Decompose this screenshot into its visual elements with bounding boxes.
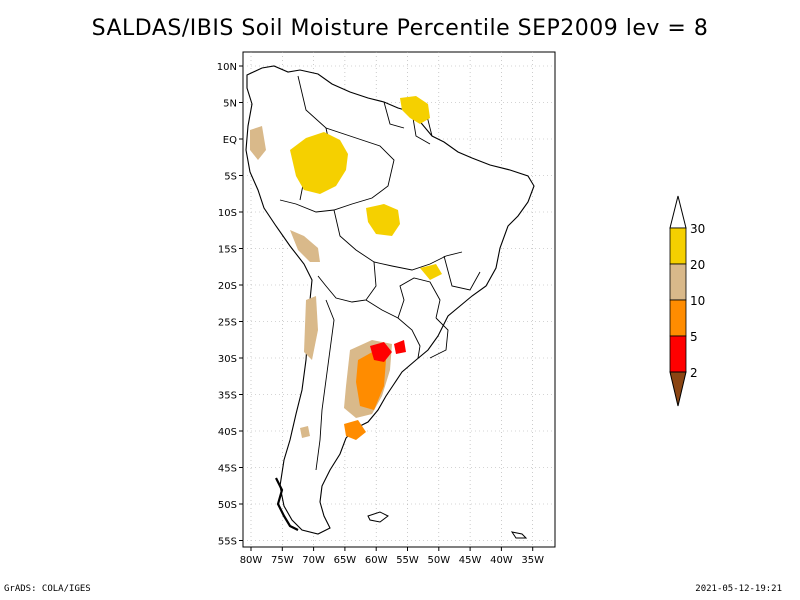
colorbar-20-30 [669, 227, 687, 265]
percentile-patches [250, 96, 442, 440]
patch-patagonia-north [344, 420, 366, 440]
patch-chile-south [300, 426, 310, 438]
colorbar-label-2: 2 [690, 366, 698, 380]
border-line-5 [397, 277, 441, 319]
lat-label: 50S [218, 500, 237, 511]
lat-label: 20S [218, 281, 237, 292]
patch-amazon-west [290, 132, 348, 194]
lat-label: 10S [218, 208, 237, 219]
lat-label: 35S [218, 391, 237, 402]
lat-label: 55S [218, 537, 237, 548]
lat-label: 10N [217, 62, 237, 73]
colorbar-label-20: 20 [690, 258, 705, 272]
lat-label: 25S [218, 318, 237, 329]
patch-chile-north [304, 296, 318, 360]
lon-label: 80W [240, 555, 263, 566]
map-title: SALDAS/IBIS Soil Moisture Percentile SEP… [91, 16, 709, 41]
border-line-1 [279, 75, 395, 213]
island-small [510, 531, 528, 539]
lon-label: 75W [271, 555, 294, 566]
lat-label: 5N [223, 99, 237, 110]
border-line-8 [429, 255, 481, 359]
patch-guianas [400, 96, 430, 124]
colorbar-2-5 [669, 335, 687, 373]
colorbar-above-30 [669, 195, 687, 229]
footer-credit: GrADS: COLA/IGES [4, 584, 91, 594]
patch-peru [290, 230, 320, 262]
lon-label: 50W [427, 555, 450, 566]
lon-label: 45W [459, 555, 482, 566]
patch-argentina-red-1 [370, 342, 392, 362]
border-line-9 [315, 299, 335, 471]
colorbar: 30 20 10 5 2 [669, 195, 705, 407]
colorbar-label-30: 30 [690, 222, 705, 236]
colorbar-below-2 [669, 371, 687, 407]
colorbar-5-10 [669, 299, 687, 337]
lat-label: EQ [223, 135, 237, 146]
latitude-labels: 10N 5N EQ 5S 10S 15S 20S 25S 30S 35S 40S 45S 50S 55S [217, 62, 243, 548]
lat-label: 45S [218, 464, 237, 475]
lat-label: 30S [218, 354, 237, 365]
colorbar-label-5: 5 [690, 330, 698, 344]
lon-label: 55W [396, 555, 419, 566]
border-line-3 [317, 261, 377, 303]
lon-label: 70W [302, 555, 325, 566]
lon-label: 35W [521, 555, 544, 566]
lon-label: 60W [365, 555, 388, 566]
longitude-labels: 80W 75W 70W 65W 60W 55W 50W 45W 40W 35W [240, 547, 544, 566]
patch-argentina-orange [356, 350, 386, 410]
patch-central-brazil [366, 204, 400, 236]
lat-label: 5S [224, 172, 237, 183]
patch-argentina-red-2 [394, 340, 406, 354]
lon-label: 65W [334, 555, 357, 566]
lat-label: 40S [218, 427, 237, 438]
colorbar-label-10: 10 [690, 294, 705, 308]
lat-label: 15S [218, 245, 237, 256]
border-line-4 [365, 299, 421, 359]
lon-label: 40W [490, 555, 513, 566]
footer-timestamp: 2021-05-12-19:21 [695, 584, 782, 594]
border-line-2 [333, 209, 463, 271]
falkland-islands [367, 511, 389, 523]
chile-fjords [275, 477, 299, 531]
patch-southeast-brazil [420, 264, 442, 280]
colorbar-10-20 [669, 263, 687, 301]
patch-ecuador [250, 126, 266, 160]
